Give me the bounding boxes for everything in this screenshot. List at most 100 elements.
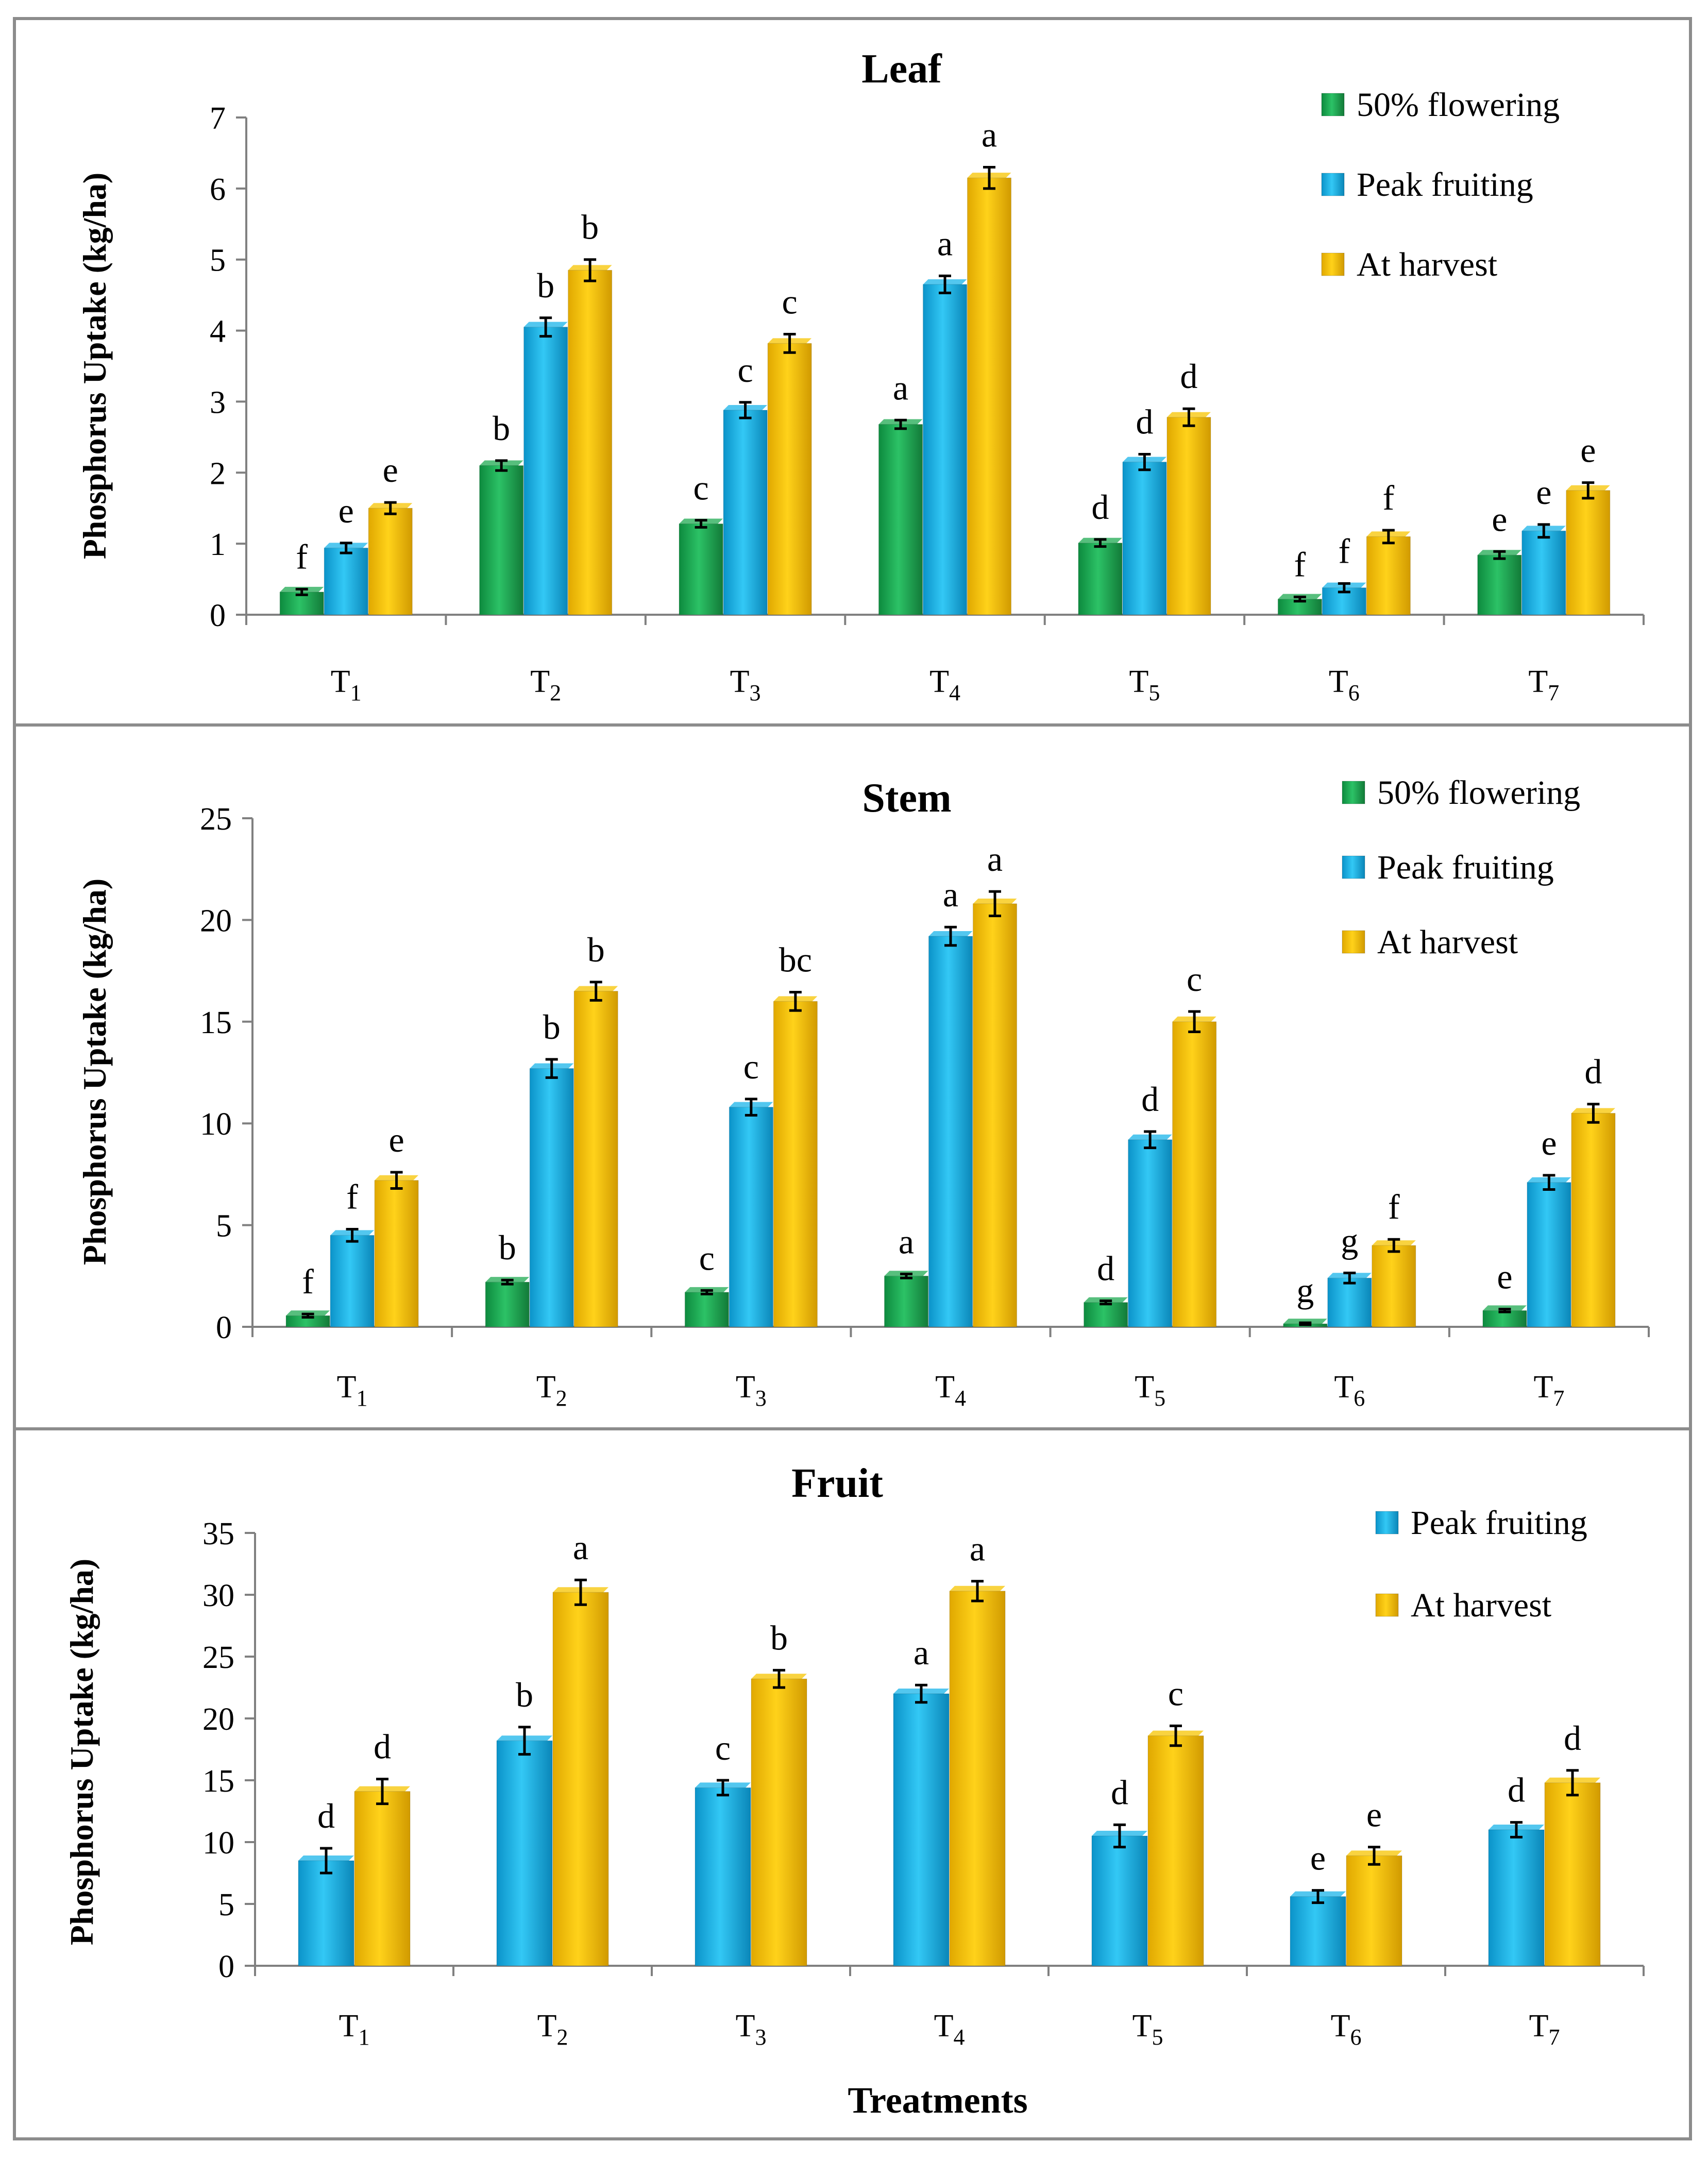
significance-letter: f <box>1383 478 1395 517</box>
significance-letter: e <box>383 450 398 490</box>
significance-letter: d <box>1508 1770 1525 1810</box>
bar <box>928 936 973 1327</box>
y-tick-label: 4 <box>210 314 226 349</box>
significance-letter: a <box>987 839 1003 879</box>
significance-letter: bc <box>779 940 812 980</box>
x-tick-label: T3 <box>736 1370 767 1411</box>
y-tick-label: 15 <box>202 1764 234 1799</box>
significance-letter: d <box>1141 1080 1159 1119</box>
bar <box>1346 1855 1402 1966</box>
x-tick-label: T4 <box>935 1370 966 1411</box>
chart-title: Stem <box>862 775 951 821</box>
y-tick-label: 5 <box>218 1887 234 1922</box>
bar <box>1488 1829 1545 1966</box>
x-tick-label: T7 <box>1528 664 1559 705</box>
significance-letter: d <box>374 1727 391 1766</box>
y-tick-label: 25 <box>200 802 232 837</box>
bar <box>1544 1782 1601 1966</box>
y-tick-label: 15 <box>200 1005 232 1040</box>
significance-letter: c <box>693 468 708 508</box>
significance-letter: b <box>499 1228 516 1267</box>
y-tick-label: 20 <box>200 903 232 938</box>
bar <box>1477 554 1522 615</box>
y-tick-label: 30 <box>202 1578 234 1613</box>
significance-letter: f <box>1388 1187 1400 1226</box>
significance-letter: f <box>302 1262 314 1301</box>
bar <box>973 903 1017 1327</box>
legend-swatch <box>1321 173 1345 196</box>
legend-label: At harvest <box>1411 1587 1551 1624</box>
bar <box>330 1235 375 1327</box>
bar <box>767 343 812 615</box>
y-tick-label: 1 <box>210 527 226 562</box>
y-tick-label: 0 <box>210 598 226 633</box>
bar <box>773 1001 818 1327</box>
bar <box>695 1787 751 1966</box>
bar <box>1566 490 1611 615</box>
significance-letter: d <box>1564 1718 1581 1758</box>
bar <box>485 1281 530 1327</box>
x-tick-label: T5 <box>1129 664 1160 705</box>
significance-letter: c <box>743 1047 759 1086</box>
bar <box>1172 1021 1217 1327</box>
y-tick-label: 5 <box>210 243 226 278</box>
x-axis-title: Treatments <box>848 2080 1027 2121</box>
x-tick-label: T3 <box>730 664 761 705</box>
significance-letter: e <box>1366 1795 1382 1834</box>
bar <box>368 508 413 615</box>
significance-letter: b <box>543 1007 561 1047</box>
bar <box>1527 1182 1571 1327</box>
significance-letter: d <box>1097 1249 1114 1288</box>
x-tick-label: T5 <box>1135 1370 1165 1411</box>
significance-letter: d <box>1180 357 1197 396</box>
bar <box>723 410 768 615</box>
x-tick-label: T7 <box>1533 1370 1564 1411</box>
significance-letter: c <box>1187 959 1202 999</box>
significance-letter: d <box>1136 402 1153 441</box>
legend-label: 50% flowering <box>1377 774 1580 812</box>
y-tick-label: 10 <box>202 1826 234 1861</box>
significance-letter: e <box>1492 499 1507 538</box>
bar <box>573 991 618 1327</box>
significance-letter: e <box>339 491 354 530</box>
bar <box>523 327 568 615</box>
significance-letter: e <box>1310 1838 1326 1878</box>
bar <box>1128 1139 1173 1327</box>
significance-letter: a <box>982 115 997 155</box>
x-tick-label: T2 <box>536 1370 567 1411</box>
legend-swatch <box>1375 1511 1399 1534</box>
chart-title: Fruit <box>791 1461 883 1506</box>
y-tick-label: 20 <box>202 1702 234 1737</box>
significance-letter: g <box>1341 1221 1358 1260</box>
significance-letter: a <box>943 875 958 914</box>
chart-fruit: Fruit Phosphorus Uptake (kg/ha) 0 5 10 15 20 25… <box>63 1461 1645 2050</box>
bar <box>298 1860 354 1966</box>
significance-letter: g <box>1296 1271 1314 1310</box>
significance-letter: e <box>1580 431 1596 470</box>
y-tick-label: 10 <box>200 1107 232 1142</box>
y-tick-label: 2 <box>210 456 226 491</box>
chart-title: Leaf <box>861 46 942 92</box>
bar <box>949 1591 1006 1966</box>
bar <box>374 1180 419 1327</box>
bar <box>1078 543 1123 615</box>
significance-letter: b <box>493 409 510 448</box>
y-tick-label: 3 <box>210 385 226 420</box>
significance-letter: c <box>715 1728 731 1767</box>
x-tick-label: T6 <box>1329 664 1360 705</box>
figure-border <box>13 17 1692 2140</box>
legend-swatch <box>1375 1593 1399 1617</box>
bar <box>751 1678 807 1966</box>
significance-letter: b <box>581 208 599 247</box>
y-tick-label: 35 <box>202 1516 234 1551</box>
significance-letter: d <box>1111 1773 1128 1812</box>
x-tick-label: T4 <box>929 664 960 705</box>
significance-letter: a <box>914 1633 929 1672</box>
significance-letter: d <box>1091 487 1109 527</box>
bar <box>354 1791 411 1966</box>
legend-swatch <box>1342 781 1365 804</box>
legend-label: 50% flowering <box>1357 86 1560 124</box>
bar <box>679 524 723 615</box>
significance-letter: b <box>587 930 605 969</box>
bar <box>529 1068 574 1327</box>
